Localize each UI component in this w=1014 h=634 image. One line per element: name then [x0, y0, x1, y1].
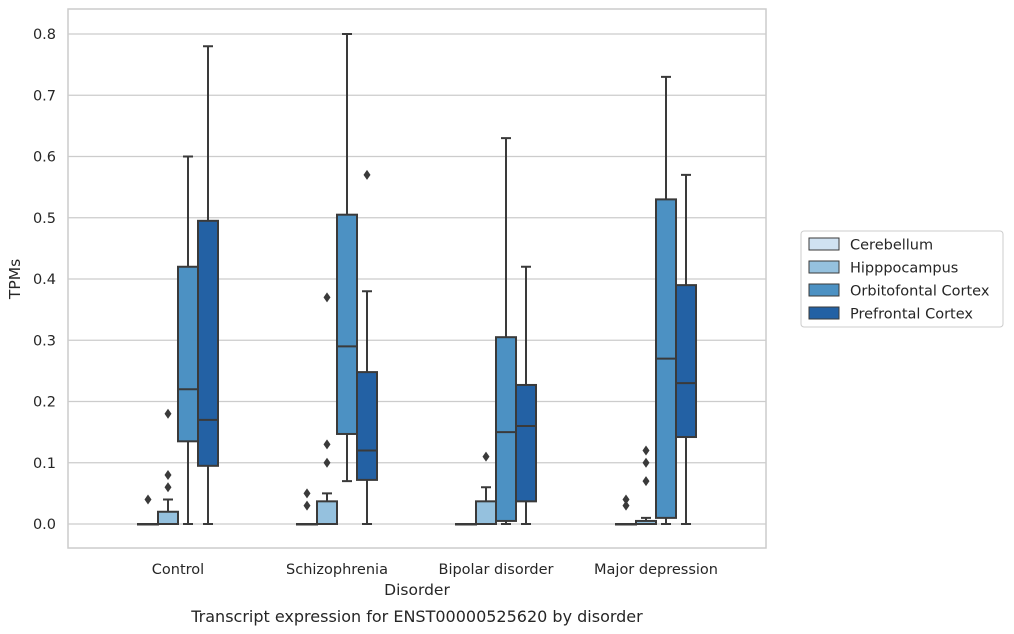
plot-border	[67, 8, 767, 549]
outlier-point	[323, 292, 331, 303]
box-cerebellum	[455, 523, 477, 526]
box-iqr	[336, 213, 358, 435]
outlier-point	[363, 169, 371, 180]
x-tick-label: Schizophrenia	[286, 562, 388, 578]
y-tick-label: 0.1	[33, 456, 56, 472]
x-tick-label: Control	[152, 562, 204, 578]
box-orbitofontal-cortex	[495, 137, 517, 525]
y-tick-label: 0.8	[33, 27, 56, 43]
outlier-point	[164, 470, 172, 480]
legend-entry: Hipppocampus	[850, 261, 958, 277]
plot-frame	[67, 8, 767, 549]
legend-swatch	[808, 306, 840, 320]
outlier-point	[622, 494, 630, 505]
boxes	[137, 33, 697, 526]
outlier-point	[642, 457, 650, 468]
box-iqr	[316, 500, 338, 525]
x-axis-label: Disorder	[384, 581, 450, 599]
y-tick-labels: 0.0 0.1 0.2 0.3 0.4 0.5 0.6 0.7 0.8	[33, 27, 56, 533]
outlier-point	[482, 451, 490, 462]
legend: Cerebellum Hipppocampus Orbitofontal Corte…	[800, 230, 1004, 328]
box-iqr	[356, 371, 378, 481]
box-iqr	[495, 336, 517, 522]
outlier-point	[622, 500, 630, 511]
legend-swatch	[808, 260, 840, 274]
box-iqr	[177, 265, 199, 443]
box-orbitofontal-cortex	[655, 75, 677, 525]
legend-entry: Prefrontal Cortex	[850, 307, 973, 323]
y-tick-label: 0.5	[33, 211, 56, 227]
legend-swatch	[808, 283, 840, 297]
y-tick-label: 0.4	[33, 272, 56, 288]
outlier-point	[642, 476, 650, 487]
y-tick-label: 0.6	[33, 150, 56, 166]
box-iqr	[157, 510, 179, 525]
outlier-point	[303, 500, 311, 511]
y-axis-label: TPMs	[6, 259, 24, 300]
box-hipppocampus	[475, 451, 497, 525]
x-tick-label: Bipolar disorder	[439, 562, 554, 578]
box-iqr	[475, 500, 497, 525]
legend-swatch	[808, 237, 840, 251]
box-cerebellum	[137, 494, 159, 526]
box-hipppocampus	[316, 292, 338, 525]
box-hipppocampus	[157, 408, 179, 525]
legend-frame	[800, 230, 1004, 328]
outlier-point	[164, 482, 172, 493]
box-prefrontal-cortex	[356, 169, 378, 525]
box-cerebellum	[615, 494, 637, 526]
y-tick-label: 0.0	[33, 517, 56, 533]
box-hipppocampus	[635, 445, 657, 525]
box-orbitofontal-cortex	[336, 33, 358, 483]
x-tick-labels: Control Schizophrenia Bipolar disorder Majo…	[152, 562, 718, 578]
legend-entry: Cerebellum	[850, 238, 933, 254]
box-cerebellum	[296, 488, 318, 526]
box-iqr	[675, 284, 697, 439]
y-tick-label: 0.3	[33, 333, 56, 349]
outlier-point	[323, 439, 331, 450]
box-prefrontal-cortex	[515, 265, 537, 525]
legend-entry: Orbitofontal Cortex	[850, 284, 990, 300]
outlier-point	[164, 408, 172, 419]
box-iqr	[515, 383, 537, 503]
x-tick-label: Major depression	[594, 562, 718, 578]
box-prefrontal-cortex	[675, 173, 697, 525]
box-iqr	[197, 219, 219, 467]
outlier-point	[303, 488, 311, 499]
y-tick-label: 0.7	[33, 88, 56, 104]
box-prefrontal-cortex	[197, 45, 219, 525]
outlier-point	[642, 445, 650, 456]
chart-caption: Transcript expression for ENST0000052562…	[190, 607, 643, 626]
box-orbitofontal-cortex	[177, 155, 199, 525]
y-tick-label: 0.2	[33, 395, 56, 411]
outlier-point	[323, 457, 331, 468]
outlier-point	[144, 494, 152, 505]
